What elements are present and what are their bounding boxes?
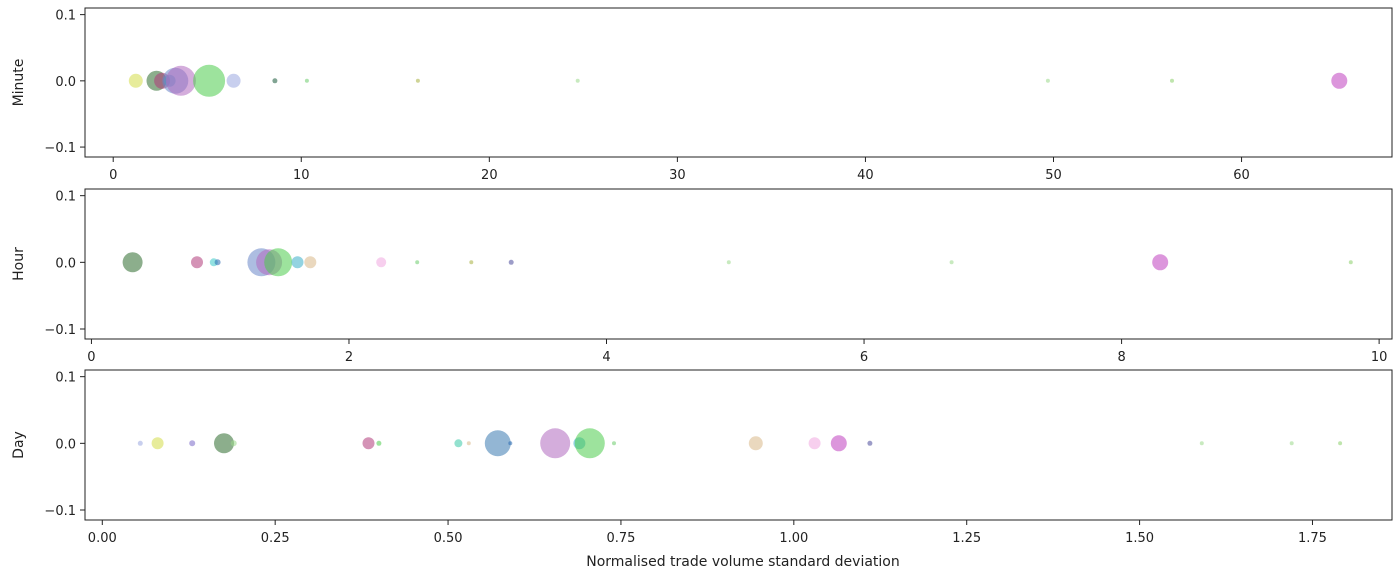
data-point [867,440,873,446]
x-tick-label: 0 [87,350,95,365]
day-panel: 0.00 0.25 0.50 0.75 1.00 1.25 1.50 1.75 0.1 0.0 −0… [11,369,1393,570]
data-point [415,260,420,265]
data-point [272,78,278,84]
data-point [748,436,763,451]
data-point [508,259,514,265]
x-tick-label: 0.75 [606,531,635,546]
x-tick-label: 40 [857,168,874,183]
x-tick-label: 4 [602,350,610,365]
data-point [1289,441,1294,446]
data-point [808,437,821,450]
y-tick-label: −0.1 [44,504,76,519]
data-point [1331,72,1348,89]
x-axis-label: Normalised trade volume standard deviati… [586,554,900,570]
data-point [304,256,317,269]
x-tick-label: 8 [1117,350,1125,365]
hour-points [122,248,1353,277]
x-tick-label: 50 [1045,168,1062,183]
hour-y-axis-label: Hour [11,247,27,281]
minute-panel: 0 10 20 30 40 50 60 0.1 0.0 −0.1 Minute [11,7,1393,183]
y-tick-label: 0.0 [55,75,76,90]
x-tick-label: 0.50 [434,531,463,546]
data-point [454,439,463,448]
day-y-axis-label: Day [11,431,27,459]
data-point [122,252,143,273]
data-point [415,78,420,83]
hour-axes-frame [84,188,1393,340]
data-point [191,256,203,269]
data-point [128,73,143,88]
x-tick-label: 1.00 [779,531,808,546]
minute-y-axis-label: Minute [11,59,27,107]
x-tick-label: 6 [860,350,868,365]
y-tick-label: 0.0 [55,256,76,271]
data-point [1045,78,1050,83]
x-tick-label: 0.00 [88,531,117,546]
data-point [226,73,241,88]
day-points [137,428,1343,459]
data-point [575,78,580,83]
x-tick-label: 1.50 [1125,531,1154,546]
data-point [469,260,474,265]
x-tick-label: 0 [109,168,117,183]
x-tick-label: 0.25 [261,531,290,546]
data-point [540,428,571,459]
data-point [830,435,847,452]
x-tick-label: 20 [481,168,498,183]
data-point [291,256,304,269]
data-point [1338,441,1343,446]
data-point [264,248,293,277]
x-tick-label: 1.75 [1298,531,1327,546]
data-point [376,257,387,268]
data-point [362,437,375,450]
data-point [1348,260,1353,265]
x-tick-label: 1.25 [952,531,981,546]
data-point [484,430,511,457]
data-point [214,433,234,454]
data-point [1170,78,1174,83]
x-tick-label: 30 [669,168,686,183]
y-tick-label: 0.1 [55,9,76,24]
data-point [508,441,513,446]
data-point [376,440,382,446]
x-tick-label: 2 [345,350,353,365]
data-point [574,428,605,459]
data-point [726,260,731,265]
minute-axes-frame [84,7,1393,158]
day-axes-frame [84,369,1393,521]
data-point [137,440,143,446]
minute-points [128,64,1348,97]
data-point [214,259,221,266]
y-tick-label: −0.1 [44,323,76,338]
x-tick-label: 60 [1233,168,1250,183]
x-tick-label: 10 [1371,350,1388,365]
y-tick-label: 0.1 [55,190,76,205]
y-tick-label: 0.0 [55,437,76,452]
data-point [1152,254,1169,271]
y-tick-label: −0.1 [44,141,76,156]
data-point [193,64,226,97]
x-tick-label: 10 [293,168,310,183]
y-tick-label: 0.1 [55,371,76,386]
data-point [612,441,616,446]
data-point [949,260,954,265]
data-point [466,441,471,446]
hour-panel: 0 2 4 6 8 10 0.1 0.0 −0.1 Hour [11,188,1393,365]
data-point [230,440,237,447]
data-point [151,437,164,450]
data-point [304,78,309,83]
data-point [165,65,196,96]
data-point [189,440,196,447]
data-point [1199,441,1204,446]
